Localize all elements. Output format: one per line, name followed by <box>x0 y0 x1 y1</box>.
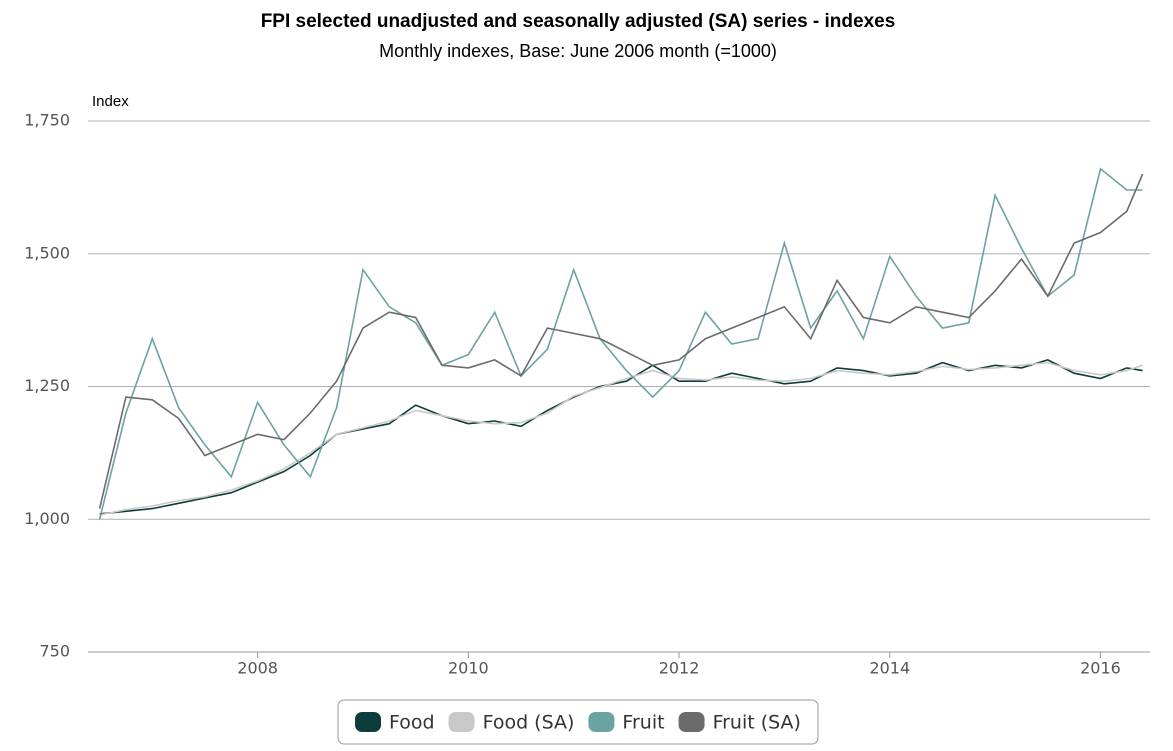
legend-box <box>337 699 819 745</box>
x-tick-label: 2010 <box>448 659 489 678</box>
legend-label: Fruit (SA) <box>713 712 801 734</box>
legend-label: Food (SA) <box>483 712 575 734</box>
x-tick-label: 2014 <box>869 659 910 678</box>
legend-label: Food <box>389 712 435 734</box>
legend-swatch <box>355 712 382 732</box>
legend-label: Fruit <box>622 712 664 734</box>
legend-swatch <box>448 712 475 732</box>
legend: Food Food (SA) Fruit Fruit (SA) <box>337 699 819 745</box>
series-line <box>99 361 1143 516</box>
y-tick-label: 1,750 <box>24 111 70 130</box>
series-line <box>98 167 1143 520</box>
chart-title: FPI selected unadjusted and seasonally a… <box>261 11 896 32</box>
y-tick-label: 1,500 <box>24 243 70 262</box>
chart-subtitle: Monthly indexes, Base: June 2006 month (… <box>379 41 777 61</box>
x-tick-label: 2008 <box>237 659 278 678</box>
y-tick-label: 1,000 <box>24 509 70 528</box>
series-line <box>98 173 1144 509</box>
legend-swatch <box>678 712 705 732</box>
series-line <box>99 359 1143 515</box>
y-axis-label: Index <box>92 93 129 110</box>
x-tick-label: 2016 <box>1080 659 1121 678</box>
legend-swatch <box>588 712 615 732</box>
y-tick-label: 1,250 <box>24 376 70 395</box>
x-tick-label: 2012 <box>659 659 700 678</box>
y-tick-label: 750 <box>39 642 70 661</box>
